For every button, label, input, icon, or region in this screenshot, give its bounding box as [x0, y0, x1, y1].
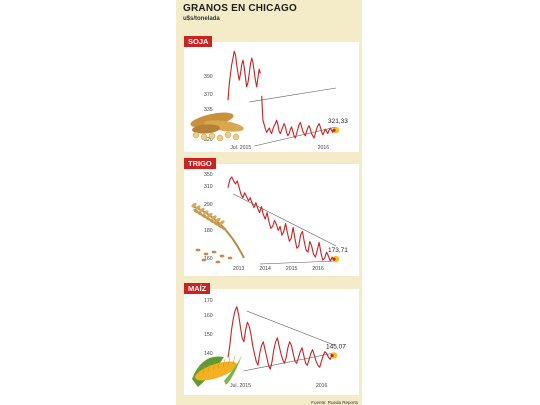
infographic-title: GRANOS EN CHICAGO [183, 3, 297, 14]
trend-line [246, 310, 335, 346]
y-tick-label: 370 [204, 92, 213, 98]
x-tick-label: 2016 [316, 383, 328, 389]
maiz-panel: MAÍZ 170 160 150 140 Jul. 2015 2016 145,07 [184, 283, 359, 395]
series-line [227, 50, 335, 139]
x-tick-label: 2016 [318, 145, 330, 151]
y-tick-label: 160 [204, 313, 213, 319]
trigo-chart: 350 310 290 180 160 2013 2014 2015 2016 173,71 [191, 172, 348, 272]
soja-tag: SOJA [184, 36, 213, 47]
y-tick-label: 180 [204, 228, 213, 234]
x-tick-label: 2016 [312, 266, 324, 272]
x-tick-label: 2015 [286, 266, 298, 272]
soybean-illustration [190, 112, 244, 142]
y-tick-label: 390 [204, 74, 213, 80]
y-tick-label: 290 [204, 202, 213, 208]
trend-line [243, 352, 335, 372]
trigo-panel: TRIGO 350 310 290 180 160 2013 2014 2015 2016 173… [184, 158, 359, 276]
y-tick-label: 350 [204, 172, 213, 178]
y-tick-label: 160 [204, 256, 213, 262]
x-tick-label: 2013 [233, 266, 245, 272]
y-tick-label: 150 [204, 332, 213, 338]
infographic: GRANOS EN CHICAGO u$s/tonelada SOJA 390 3… [176, 0, 362, 405]
maiz-chart: 170 160 150 140 Jul. 2015 2016 145,07 [192, 298, 346, 389]
wheat-illustration [191, 202, 245, 264]
last-value-marker [330, 352, 338, 359]
trend-line [259, 260, 337, 265]
corn-illustration [192, 355, 242, 387]
last-value-label: 321,33 [328, 118, 348, 125]
y-tick-label: 320 [204, 137, 213, 143]
y-tick-label: 335 [204, 107, 213, 113]
trend-line [249, 87, 337, 103]
last-value-label: 173,71 [328, 247, 348, 254]
unit-label: u$s/tonelada [183, 16, 220, 22]
maiz-tag: MAÍZ [184, 283, 211, 294]
series-line [227, 176, 335, 262]
trend-line [233, 193, 337, 247]
source-footer: Fuente: Rueda Reports [311, 400, 358, 405]
x-tick-label: Jul. 2015 [230, 383, 251, 389]
y-tick-label: 140 [204, 351, 213, 357]
last-value-marker [332, 255, 340, 263]
x-tick-label: 2014 [259, 266, 271, 272]
y-tick-label: 310 [204, 184, 213, 190]
series-line [227, 306, 333, 370]
last-value-marker [332, 127, 340, 134]
trigo-tag: TRIGO [184, 158, 216, 169]
y-tick-label: 170 [204, 298, 213, 304]
x-tick-label: Jul. 2015 [230, 145, 251, 151]
last-value-label: 145,07 [326, 343, 346, 350]
